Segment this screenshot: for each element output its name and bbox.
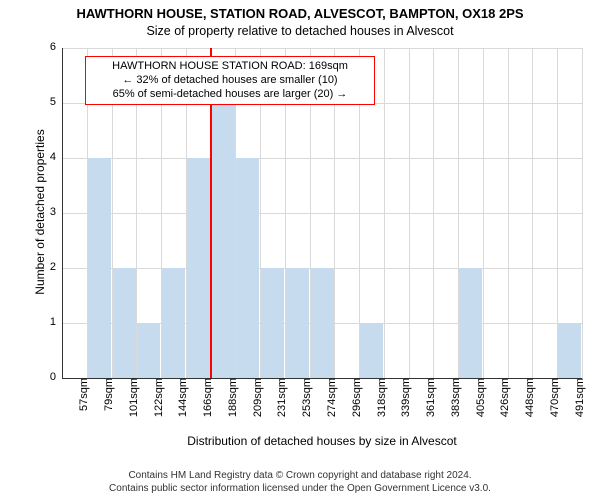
gridline-x (582, 48, 583, 378)
gridline-x (532, 48, 533, 378)
xtick-label: 491sqm (574, 378, 586, 428)
gridline-x (409, 48, 410, 378)
annotation-line: ← 32% of detached houses are smaller (10… (92, 74, 368, 88)
xtick-label: 101sqm (128, 378, 140, 428)
bar (87, 158, 111, 378)
footer: Contains HM Land Registry data © Crown c… (0, 470, 600, 495)
footer-line: Contains HM Land Registry data © Crown c… (0, 470, 600, 483)
ytick-label: 0 (36, 371, 56, 383)
bar (137, 323, 161, 378)
xtick-label: 405sqm (475, 378, 487, 428)
bar (360, 323, 384, 378)
ytick-label: 6 (36, 41, 56, 53)
xtick-label: 383sqm (450, 378, 462, 428)
xtick-label: 144sqm (177, 378, 189, 428)
bar (236, 158, 260, 378)
xtick-label: 209sqm (252, 378, 264, 428)
footer-line: Contains public sector information licen… (0, 483, 600, 496)
xtick-label: 470sqm (549, 378, 561, 428)
bar (112, 268, 136, 378)
xtick-label: 166sqm (202, 378, 214, 428)
gridline-x (384, 48, 385, 378)
gridline-y (62, 213, 582, 214)
bar (285, 268, 309, 378)
bar (211, 103, 235, 378)
bar (186, 158, 210, 378)
annotation-line: 65% of semi-detached houses are larger (… (92, 88, 368, 102)
chart-subtitle: Size of property relative to detached ho… (0, 24, 600, 38)
gridline-x (508, 48, 509, 378)
y-axis-line (62, 48, 63, 378)
bar (162, 268, 186, 378)
xtick-label: 426sqm (499, 378, 511, 428)
xtick-label: 231sqm (276, 378, 288, 428)
gridline-y (62, 48, 582, 49)
xtick-label: 448sqm (524, 378, 536, 428)
xtick-label: 253sqm (301, 378, 313, 428)
bar (261, 268, 285, 378)
xtick-label: 122sqm (153, 378, 165, 428)
gridline-y (62, 158, 582, 159)
xtick-label: 361sqm (425, 378, 437, 428)
chart-title: HAWTHORN HOUSE, STATION ROAD, ALVESCOT, … (0, 6, 600, 21)
x-axis-label: Distribution of detached houses by size … (62, 434, 582, 448)
xtick-label: 274sqm (326, 378, 338, 428)
gridline-x (433, 48, 434, 378)
annotation-line: HAWTHORN HOUSE STATION ROAD: 169sqm (92, 60, 368, 74)
annotation-box: HAWTHORN HOUSE STATION ROAD: 169sqm← 32%… (85, 56, 375, 105)
bar (558, 323, 582, 378)
xtick-label: 57sqm (78, 378, 90, 428)
y-axis-label: Number of detached properties (33, 82, 47, 342)
bar (310, 268, 334, 378)
xtick-label: 339sqm (400, 378, 412, 428)
xtick-label: 79sqm (103, 378, 115, 428)
gridline-x (483, 48, 484, 378)
bar (459, 268, 483, 378)
gridline-x (458, 48, 459, 378)
xtick-label: 318sqm (376, 378, 388, 428)
xtick-label: 188sqm (227, 378, 239, 428)
xtick-label: 296sqm (351, 378, 363, 428)
gridline-x (557, 48, 558, 378)
